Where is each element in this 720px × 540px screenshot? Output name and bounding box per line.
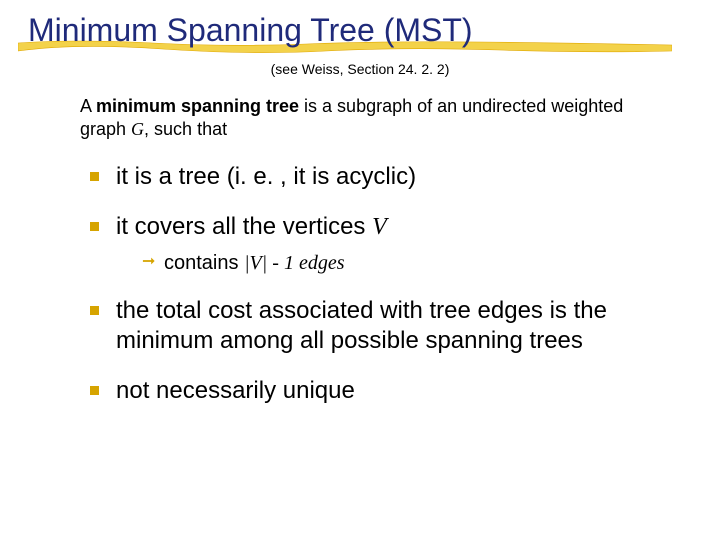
slide-subtitle: (see Weiss, Section 24. 2. 2) <box>28 61 692 77</box>
bullet-3: the total cost associated with tree edge… <box>90 296 692 356</box>
slide-title: Minimum Spanning Tree (MST) <box>28 12 692 55</box>
sub-post: - 1 edges <box>267 252 344 274</box>
intro-g: G <box>131 119 144 139</box>
bullet-2-v: V <box>372 214 387 240</box>
intro-bold: minimum spanning tree <box>96 96 299 116</box>
bullet-4-text: not necessarily unique <box>116 377 355 404</box>
bullet-2: it covers all the vertices V contains |V… <box>90 212 692 276</box>
sub-bullet-1: contains |V| - 1 edges <box>142 250 692 276</box>
title-wrap: Minimum Spanning Tree (MST) <box>28 12 692 55</box>
intro-pre: A <box>80 96 96 116</box>
bullet-1-text: it is a tree (i. e. , it is acyclic) <box>116 163 416 190</box>
intro-paragraph: A minimum spanning tree is a subgraph of… <box>80 95 662 140</box>
bullet-1: it is a tree (i. e. , it is acyclic) <box>90 162 692 192</box>
bullet-2-pre: it covers all the vertices <box>116 213 372 240</box>
bullet-list: it is a tree (i. e. , it is acyclic) it … <box>90 162 692 406</box>
slide: Minimum Spanning Tree (MST) (see Weiss, … <box>0 0 720 540</box>
sub-v: |V| <box>244 252 267 274</box>
intro-post: , such that <box>144 119 227 139</box>
bullet-4: not necessarily unique <box>90 376 692 406</box>
sub-pre: contains <box>164 252 244 274</box>
sub-list: contains |V| - 1 edges <box>142 250 692 276</box>
bullet-3-text: the total cost associated with tree edge… <box>116 297 607 354</box>
